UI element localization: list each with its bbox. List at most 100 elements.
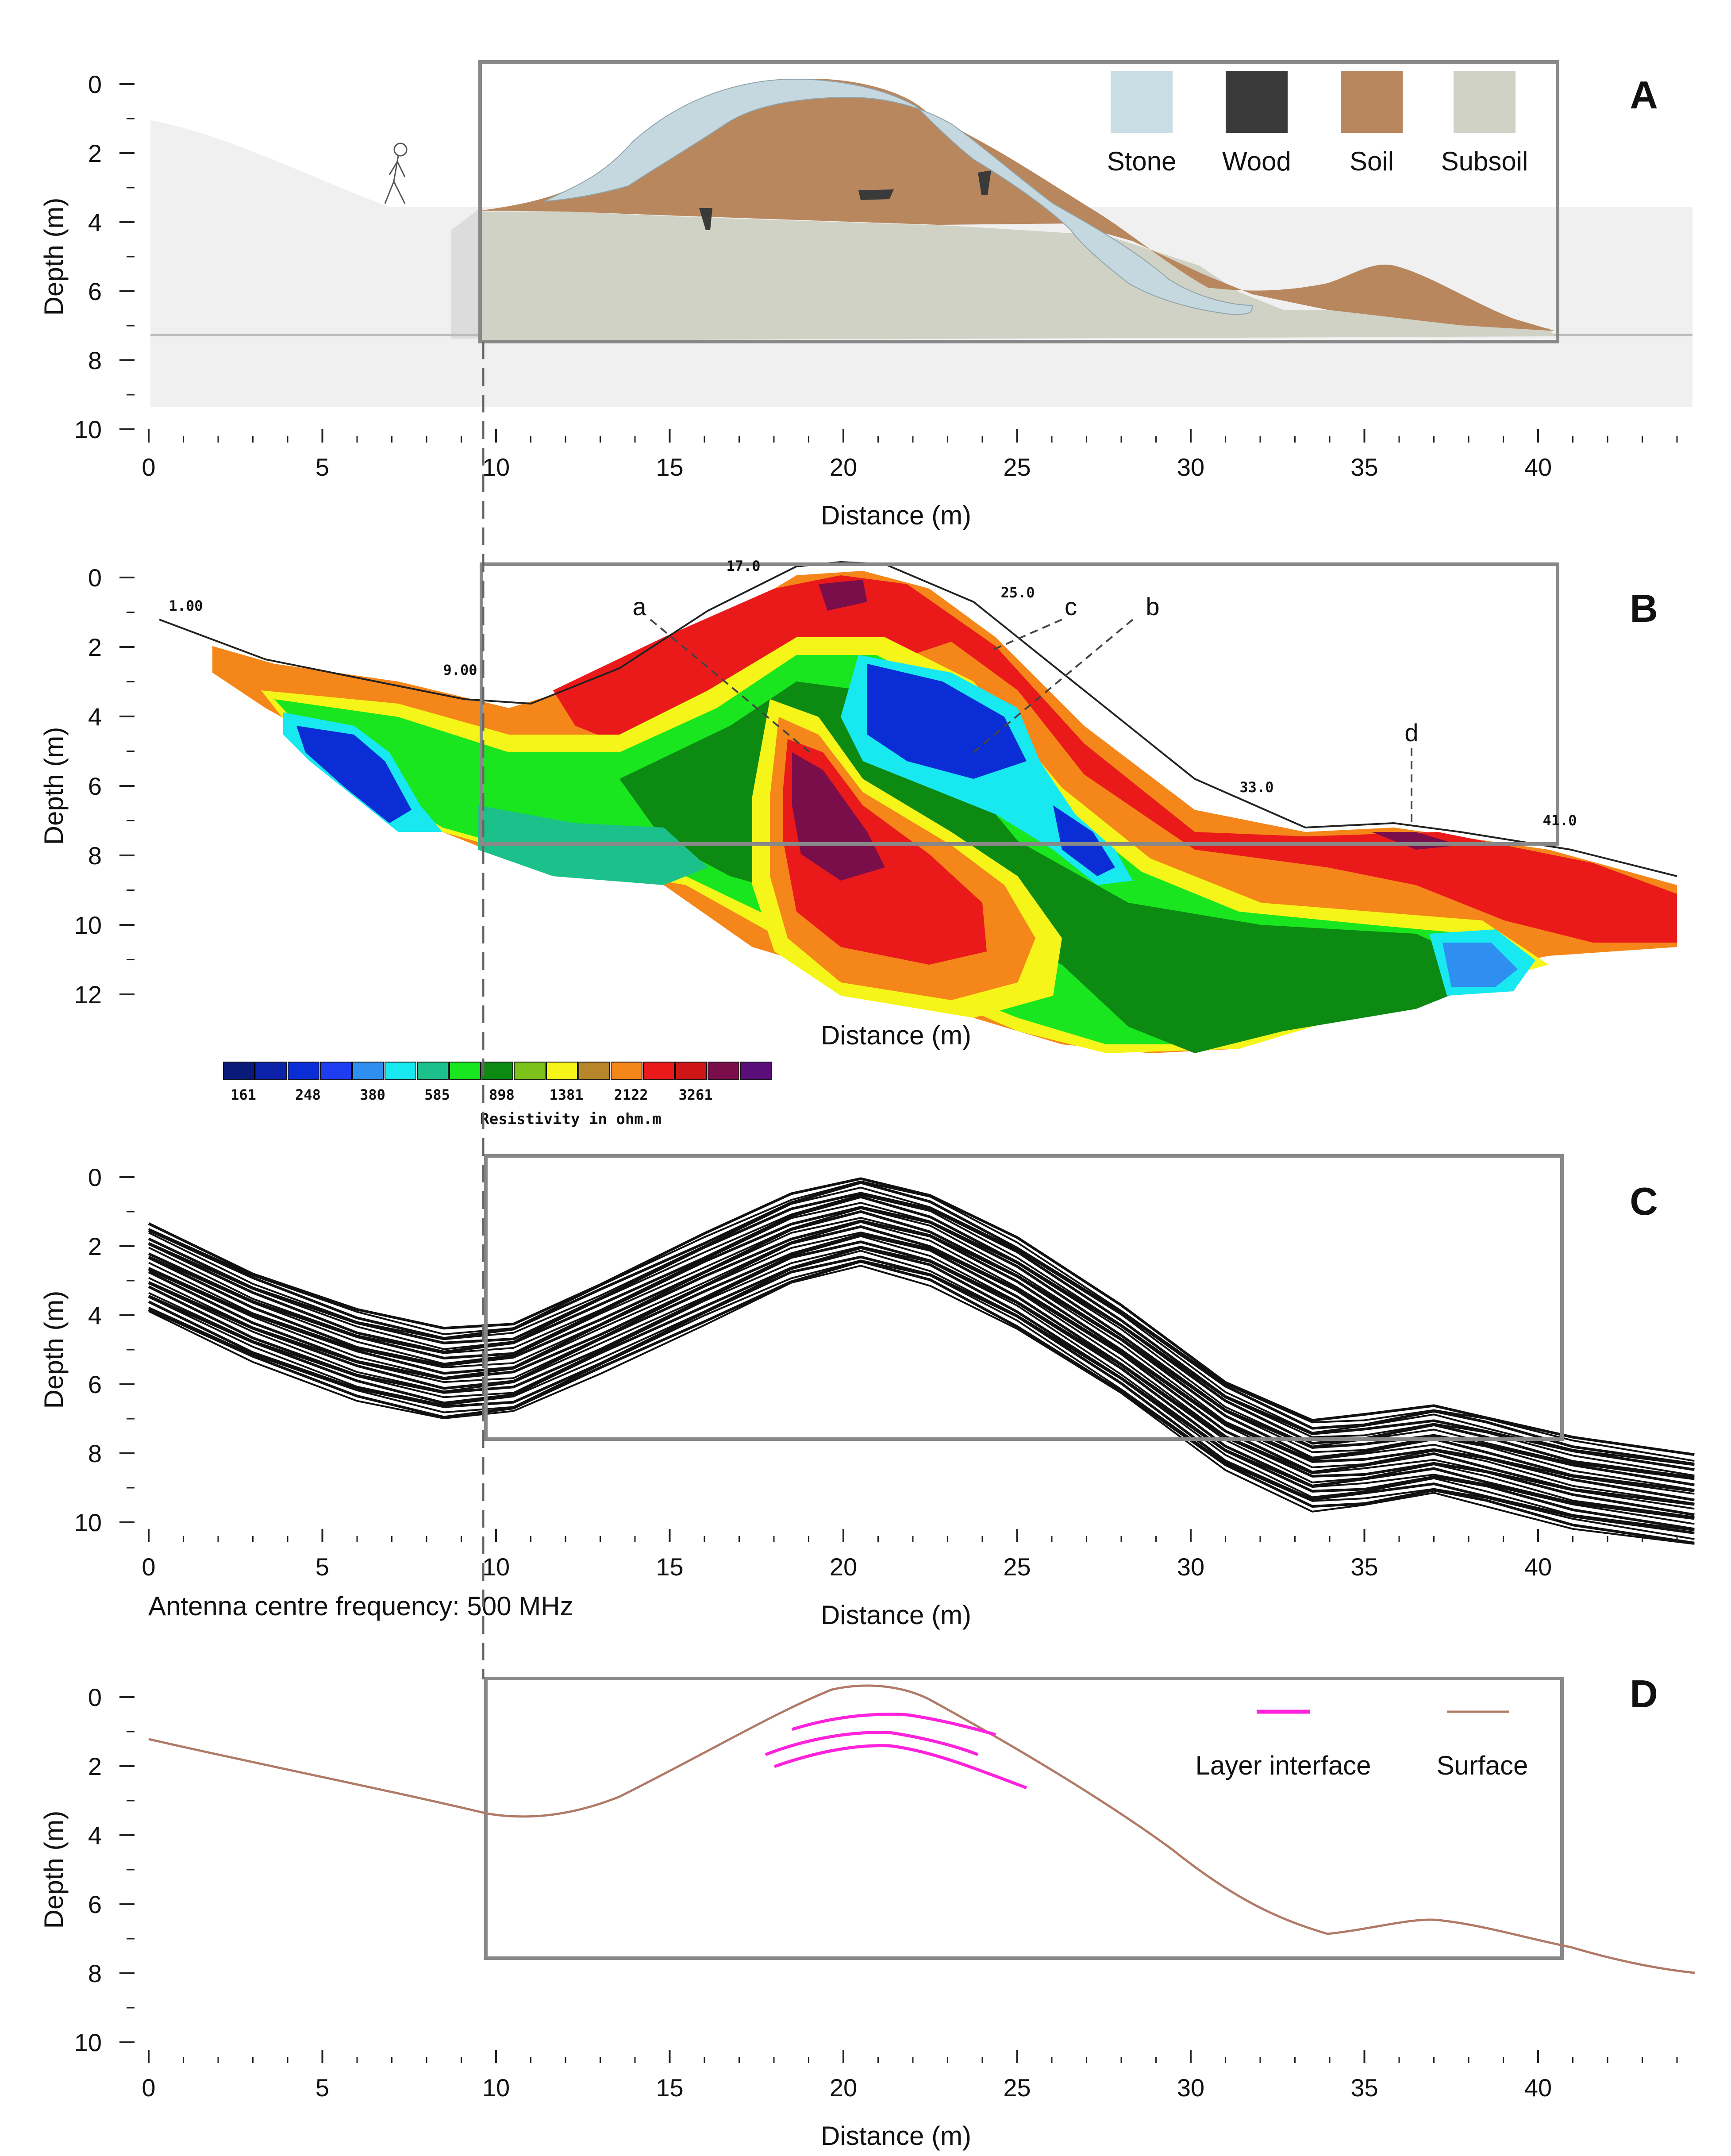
x-tick-label: 40 xyxy=(1524,1553,1552,1581)
x-axis-label: Distance (m) xyxy=(821,2121,971,2151)
colorbar-tick-label: 248 xyxy=(295,1086,321,1103)
colorbar-tick-label: 585 xyxy=(424,1086,450,1103)
y-axis-label: Depth (m) xyxy=(39,198,69,316)
y-tick-label: 2 xyxy=(88,633,102,661)
legend-swatch-stone xyxy=(1111,71,1173,133)
x-tick-label: 0 xyxy=(142,1553,155,1581)
colorbar-swatch xyxy=(288,1062,319,1080)
colorbar-swatch xyxy=(320,1062,352,1080)
colorbar-tick-label: 161 xyxy=(231,1086,256,1103)
layer-interface-1 xyxy=(791,1713,996,1736)
x-tick-label: 15 xyxy=(656,1553,683,1581)
panel-a-label: A xyxy=(1630,73,1658,117)
x-tick-label: 25 xyxy=(1003,2074,1031,2102)
electrode-label-3: 17.0 xyxy=(726,558,760,574)
panel-c-axes: 0 2 4 6 8 10 Depth (m) 0 5 10 15 20 25 30 35 40 Distance… xyxy=(39,1163,1678,1630)
colorbar-swatch xyxy=(708,1062,739,1080)
y-tick-label: 6 xyxy=(88,1890,102,1918)
legend-label-subsoil: Subsoil xyxy=(1441,146,1528,176)
colorbar-tick-label: 898 xyxy=(489,1086,515,1103)
colorbar-swatch xyxy=(643,1062,675,1080)
panel-a: Stone Wood Soil Subsoil A 0 2 4 6 8 10 Depth (… xyxy=(39,60,1693,530)
panel-d-legend: Layer interface Surface xyxy=(1196,1709,1528,1780)
colorbar-swatch xyxy=(611,1062,642,1080)
y-tick-label: 2 xyxy=(88,1232,102,1260)
colorbar-swatch xyxy=(578,1062,610,1080)
y-tick-label: 8 xyxy=(88,842,102,870)
x-tick-label: 25 xyxy=(1003,1553,1031,1581)
colorbar-swatch xyxy=(449,1062,481,1080)
panel-b-xlabel: Distance (m) xyxy=(821,1020,971,1050)
y-tick-label: 4 xyxy=(88,208,102,236)
electrode-label-6: 41.0 xyxy=(1543,812,1577,829)
gpr-reflection-trace xyxy=(148,1255,1695,1535)
legend-swatch-wood xyxy=(1226,71,1288,133)
colorbar-swatch xyxy=(514,1062,546,1080)
y-tick-label: 6 xyxy=(88,772,102,800)
y-tick-label: 0 xyxy=(88,1683,102,1711)
annotation-b: b xyxy=(1146,593,1159,620)
x-tick-label: 30 xyxy=(1177,1553,1204,1581)
legend-swatch-subsoil xyxy=(1454,71,1516,133)
x-tick-label: 20 xyxy=(830,453,857,481)
panel-d-study-box xyxy=(484,1677,1564,1960)
x-tick-label: 10 xyxy=(482,453,510,481)
person-scale-figure xyxy=(384,142,408,204)
x-tick-label: 15 xyxy=(656,2074,683,2102)
x-tick-label: 20 xyxy=(830,2074,857,2102)
layer-interface-2 xyxy=(765,1731,979,1756)
x-tick-label: 5 xyxy=(315,2074,329,2102)
electrode-label-5: 33.0 xyxy=(1239,779,1273,796)
x-tick-label: 5 xyxy=(315,1553,329,1581)
colorbar-swatch xyxy=(417,1062,449,1080)
gpr-reflection-trace xyxy=(148,1246,1695,1525)
colorbar-swatch xyxy=(223,1062,255,1080)
y-tick-label: 4 xyxy=(88,703,102,731)
y-tick-label: 2 xyxy=(88,139,102,167)
legend-label-wood: Wood xyxy=(1222,146,1291,176)
gpr-reflection-trace xyxy=(148,1246,1695,1531)
annotation-d: d xyxy=(1404,719,1418,747)
x-tick-label: 0 xyxy=(142,453,155,481)
x-tick-label: 35 xyxy=(1350,2074,1378,2102)
gpr-reflection-trace xyxy=(148,1265,1695,1545)
gpr-reflection-trace xyxy=(148,1181,1695,1466)
panel-b-axes: 0 2 4 6 8 10 12 Depth (m) xyxy=(39,564,135,1009)
y-tick-label: 0 xyxy=(88,564,102,592)
legend-label-surface: Surface xyxy=(1437,1751,1528,1780)
panel-a-legend: Stone Wood Soil Subsoil xyxy=(1107,71,1528,176)
legend-label-layer-interface: Layer interface xyxy=(1196,1751,1371,1780)
x-tick-label: 15 xyxy=(656,453,683,481)
colorbar-tick-label: 2122 xyxy=(614,1086,648,1103)
subsoil-layer xyxy=(480,212,1555,341)
surface-profile-line xyxy=(148,1684,1695,1974)
x-tick-label: 30 xyxy=(1177,2074,1204,2102)
colorbar-title: Resistivity in ohm.m xyxy=(480,1110,661,1128)
resistivity-colorbar: 161 248 380 585 898 1381 2122 3261 xyxy=(223,1062,772,1103)
y-tick-label: 12 xyxy=(74,981,102,1009)
y-tick-label: 6 xyxy=(88,277,102,305)
y-tick-label: 8 xyxy=(88,1440,102,1467)
gpr-reflection-trace xyxy=(148,1225,1695,1506)
gpr-reflection-trace xyxy=(148,1260,1695,1544)
legend-swatch-soil xyxy=(1341,71,1403,133)
x-tick-label: 20 xyxy=(830,1553,857,1581)
x-tick-label: 35 xyxy=(1350,453,1378,481)
y-tick-label: 0 xyxy=(88,1163,102,1191)
gpr-reflection-trace xyxy=(148,1250,1695,1532)
y-tick-label: 6 xyxy=(88,1371,102,1398)
y-tick-label: 10 xyxy=(74,416,102,443)
legend-label-stone: Stone xyxy=(1107,146,1177,176)
electrode-label-1: 1.00 xyxy=(169,597,203,614)
colorbar-swatch xyxy=(385,1062,416,1080)
colorbar-tick-label: 380 xyxy=(360,1086,385,1103)
panel-d-axes: 0 2 4 6 8 10 Depth (m) 0 5 10 15 20 25 30 35 40 Distance… xyxy=(39,1683,1678,2151)
panel-d: Layer interface Surface D 0 2 4 6 8 10 Depth (… xyxy=(39,1672,1695,2151)
x-tick-label: 5 xyxy=(315,453,329,481)
panel-b-label: B xyxy=(1630,586,1658,630)
gpr-reflection-trace xyxy=(148,1206,1695,1486)
colorbar-swatch xyxy=(352,1062,384,1080)
x-tick-label: 40 xyxy=(1524,453,1552,481)
x-tick-label: 30 xyxy=(1177,453,1204,481)
